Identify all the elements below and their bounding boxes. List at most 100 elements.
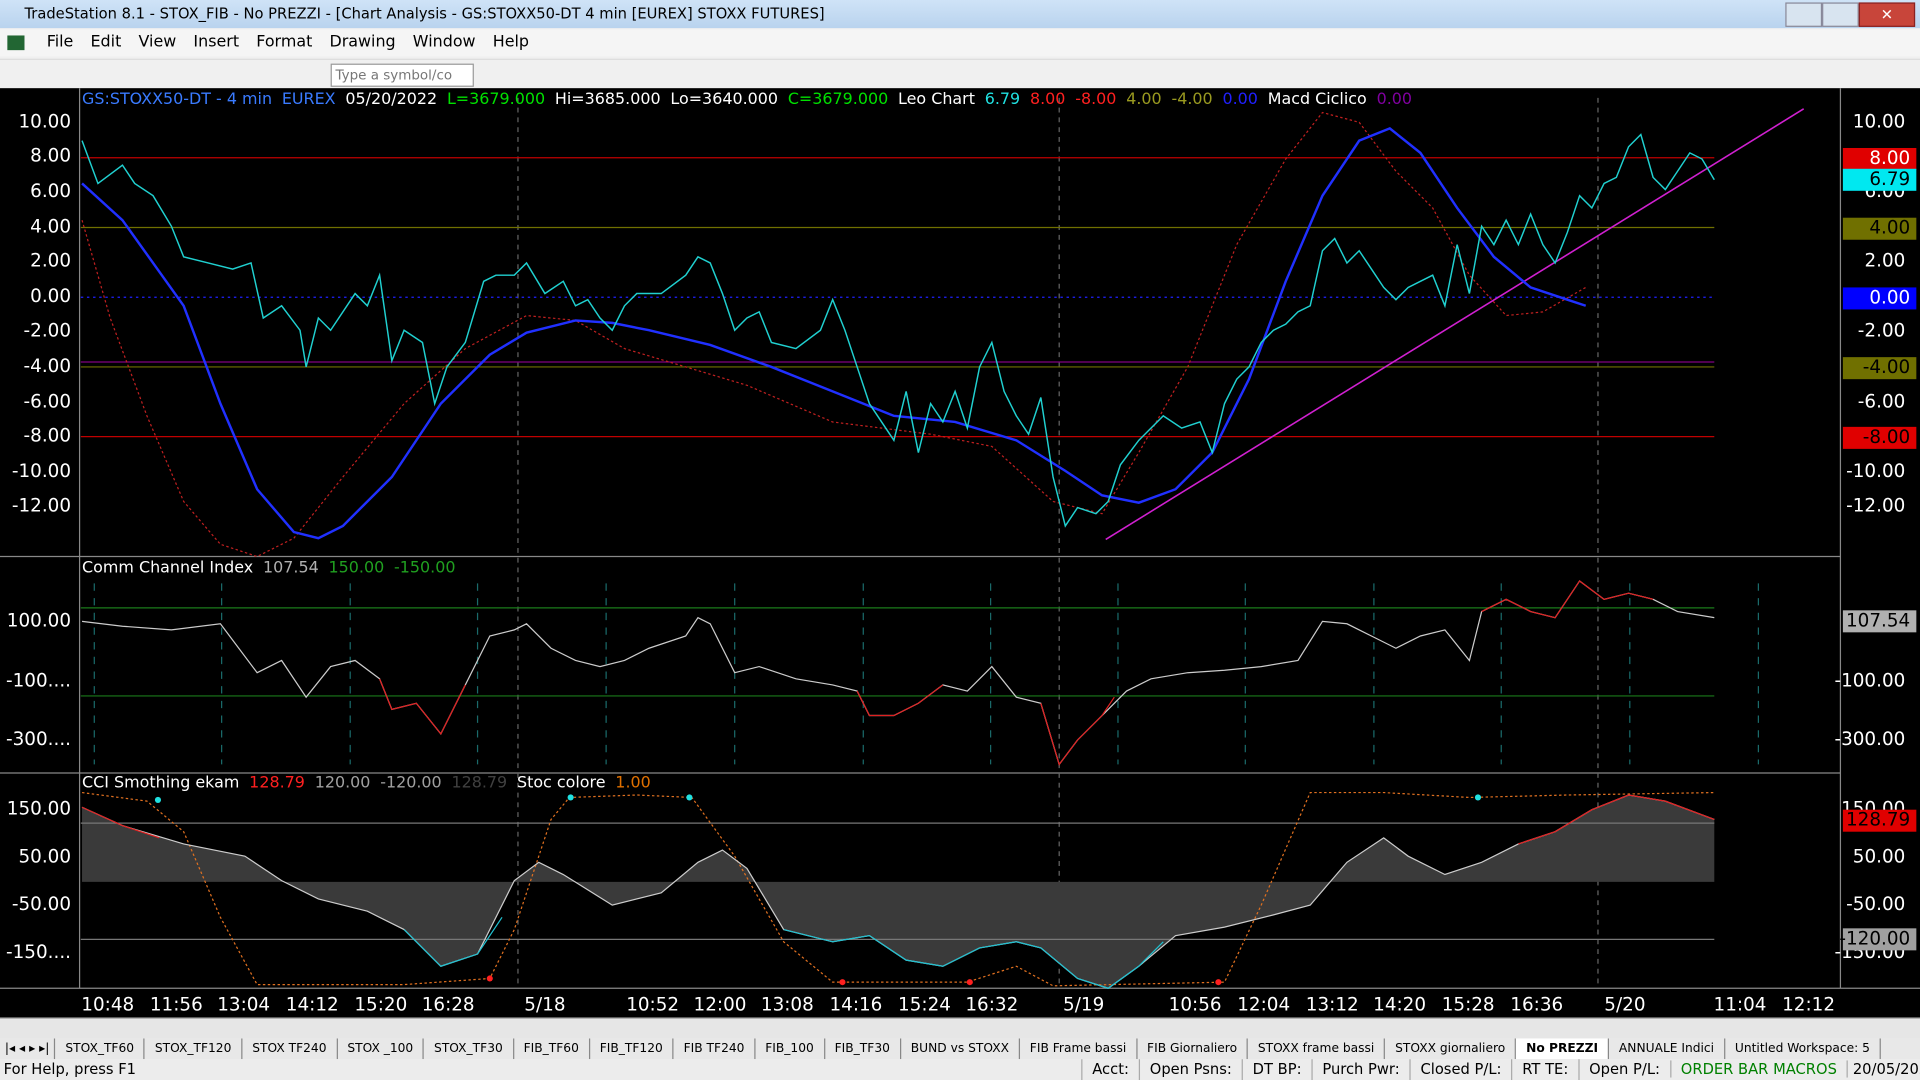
- y-tick-label: -100....: [6, 670, 71, 691]
- y2-tick-label: 10.00: [1853, 111, 1906, 132]
- sheet-tab[interactable]: STOX_TF30: [424, 1038, 514, 1060]
- x-tick-label: 16:28: [422, 994, 475, 1015]
- symbol-box[interactable]: Type a symbol/co: [330, 63, 474, 87]
- header-item: GS:STOXX50-DT - 4 min: [82, 90, 273, 109]
- x-tick-label: 10:56: [1169, 994, 1222, 1015]
- sheet-tab[interactable]: FIB_TF60: [514, 1038, 590, 1060]
- value-badge-bg: [1842, 357, 1917, 380]
- x-tick-label: 14:20: [1373, 994, 1426, 1015]
- x-tick-label: 13:12: [1306, 994, 1359, 1015]
- header-item: Comm Channel Index: [82, 558, 254, 578]
- menu-item[interactable]: Help: [492, 33, 530, 52]
- status-macros: ORDER BAR MACROS: [1669, 1060, 1847, 1078]
- menu-item[interactable]: Edit: [90, 33, 122, 52]
- sheet-tab[interactable]: FIB_100: [755, 1038, 825, 1060]
- menu-item[interactable]: Window: [412, 33, 476, 52]
- y2-tick-label: -300.00: [1834, 729, 1905, 750]
- sheet-tab[interactable]: No PREZZI: [1516, 1038, 1610, 1060]
- sheet-tab[interactable]: FIB Frame bassi: [1020, 1038, 1138, 1060]
- menu-item[interactable]: Format: [256, 33, 313, 52]
- x-tick-label: 13:08: [761, 994, 814, 1015]
- value-badge: 4.00: [1869, 218, 1910, 239]
- pane-header: GS:STOXX50-DT - 4 min EUREX 05/20/2022 L=36…: [82, 91, 1422, 109]
- y-tick-label: -4.00: [24, 356, 71, 377]
- sheet-tab[interactable]: STOXX frame bassi: [1248, 1038, 1386, 1060]
- sheet-tab[interactable]: Untitled Workspace: 5: [1725, 1038, 1882, 1060]
- menu-item[interactable]: Drawing: [329, 33, 396, 52]
- value-badge-bg: [1842, 147, 1917, 171]
- toolbar: Type a symbol/co: [0, 58, 1920, 90]
- value-badge: 6.79: [1869, 169, 1910, 190]
- x-tick-label: 14:16: [829, 994, 882, 1015]
- value-badge: -4.00: [1863, 357, 1910, 378]
- x-tick-label: 5/18: [524, 994, 565, 1015]
- y2-tick-label: -12.00: [1846, 495, 1905, 516]
- pane-header: Comm Channel Index 107.54 150.00 -150.00: [82, 559, 465, 577]
- header-item: 128.79: [451, 774, 508, 793]
- sheet-tab[interactable]: BUND vs STOXX: [901, 1038, 1021, 1060]
- menu-item[interactable]: View: [138, 33, 177, 52]
- y-tick-label: 2.00: [30, 251, 71, 272]
- x-tick-label: 11:56: [150, 994, 203, 1015]
- header-item: Macd Ciclico: [1267, 90, 1367, 109]
- x-tick-label: 12:04: [1237, 994, 1290, 1015]
- menu-item[interactable]: Insert: [193, 33, 240, 52]
- sheet-tab[interactable]: FIB_TF120: [590, 1038, 674, 1060]
- header-item: 0.00: [1222, 90, 1258, 109]
- x-tick-label: 12:00: [694, 994, 747, 1015]
- y-tick-label: 0.00: [30, 286, 71, 307]
- x-tick-label: 13:04: [217, 994, 270, 1015]
- header-item: 05/20/2022: [345, 90, 438, 109]
- x-tick-label: 10:52: [626, 994, 679, 1015]
- y2-tick-label: -100.00: [1834, 670, 1905, 691]
- menu-item[interactable]: File: [46, 33, 74, 52]
- sheet-tab[interactable]: STOXX giornaliero: [1385, 1038, 1517, 1060]
- y2-tick-label: -50.00: [1846, 894, 1905, 915]
- header-item: -150.00: [394, 558, 456, 578]
- y-tick-label: 4.00: [30, 217, 71, 238]
- sheet-tab[interactable]: FIB TF240: [674, 1038, 756, 1060]
- value-badge: 128.79: [1846, 810, 1910, 831]
- window-title: TradeStation 8.1 - STOX_FIB - No PREZZI …: [24, 4, 825, 23]
- status-field: Purch Pwr:: [1311, 1059, 1409, 1080]
- status-field: RT TE:: [1511, 1059, 1578, 1080]
- scrollbar[interactable]: [0, 1017, 1920, 1039]
- status-field: Closed P/L:: [1409, 1059, 1511, 1080]
- sheet-tab[interactable]: FIB Giornaliero: [1137, 1038, 1249, 1060]
- sheet-tab[interactable]: ANNUALE Indici: [1609, 1038, 1726, 1060]
- header-item: 8.00: [1029, 90, 1066, 109]
- x-tick-label: 5/20: [1604, 994, 1645, 1015]
- sheet-tab[interactable]: STOX_TF120: [145, 1038, 243, 1060]
- y2-tick-label: -10.00: [1846, 461, 1905, 482]
- menu-bar: File Edit View Insert Format Drawing Window Hel…: [0, 29, 1920, 57]
- y2-tick-label: -6.00: [1858, 391, 1905, 412]
- value-badge-bg: [1842, 928, 1917, 951]
- header-item: -120.00: [380, 774, 442, 793]
- header-item: 1.00: [615, 774, 651, 793]
- window-controls[interactable]: ✕: [1785, 2, 1916, 27]
- header-item: 120.00: [314, 774, 371, 793]
- y-tick-label: 150.00: [7, 799, 71, 820]
- y-tick-label: 100.00: [7, 610, 71, 631]
- header-item: 4.00: [1126, 90, 1162, 109]
- y-tick-label: -12.00: [12, 495, 71, 516]
- y-tick-label: -50.00: [12, 894, 71, 915]
- sheet-tab[interactable]: FIB_TF30: [825, 1038, 901, 1060]
- y-tick-label: -8.00: [24, 426, 71, 447]
- header-item: EUREX: [281, 90, 336, 109]
- y2-tick-label: 50.00: [1853, 846, 1906, 867]
- chart-area: 10.00 8.00 6.00 4.00 2.00 0.00 -2.00 -4.00 -6.00…: [0, 88, 1920, 1018]
- sheet-tab[interactable]: STOX_TF60: [56, 1038, 146, 1060]
- title-bar: TradeStation 8.1 - STOX_FIB - No PREZZI …: [0, 0, 1920, 29]
- y-tick-label: 6.00: [30, 181, 71, 202]
- y-tick-label: -2.00: [24, 320, 71, 341]
- x-tick-label: 12:12: [1782, 994, 1835, 1015]
- header-item: 150.00: [328, 558, 385, 578]
- header-item: 128.79: [249, 774, 305, 793]
- sheet-tab[interactable]: STOX TF240: [242, 1038, 338, 1060]
- status-field: Acct:: [1081, 1059, 1138, 1080]
- value-badge: 0.00: [1869, 287, 1910, 308]
- sheet-tab[interactable]: STOX _100: [338, 1038, 425, 1060]
- y-tick-label: -6.00: [24, 391, 71, 412]
- status-help: For Help, press F1: [3, 1060, 137, 1078]
